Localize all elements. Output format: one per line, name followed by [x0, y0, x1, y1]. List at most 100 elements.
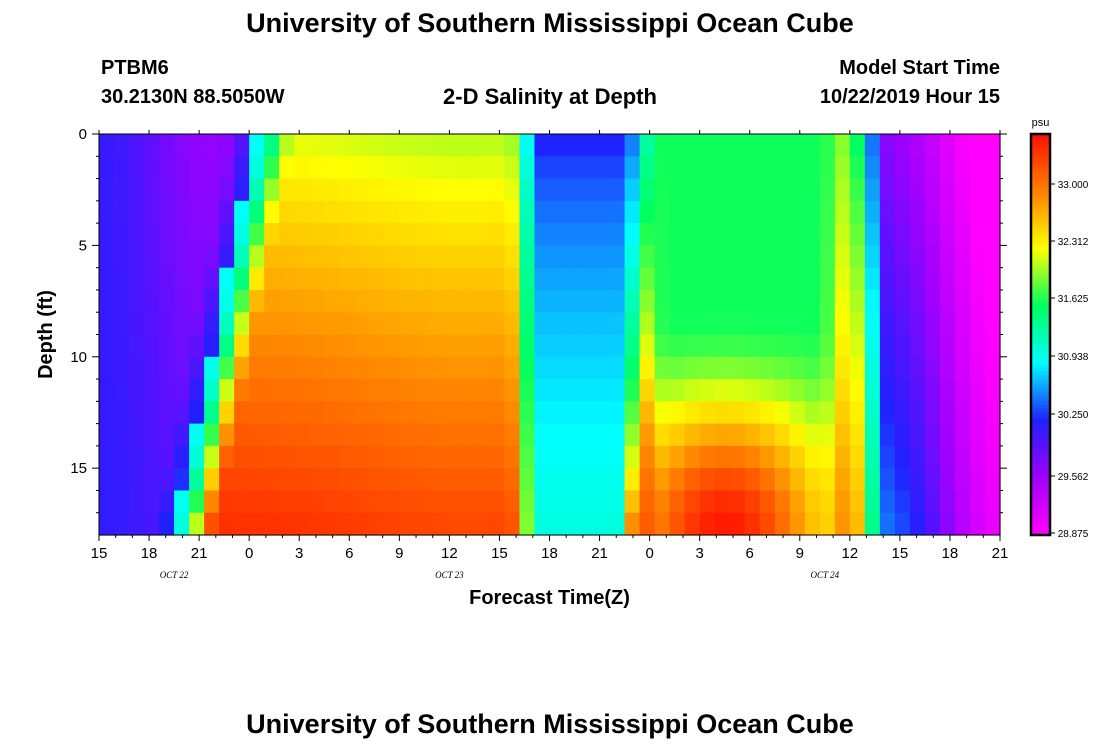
heatmap-cell	[924, 401, 941, 425]
heatmap-cell	[504, 334, 521, 358]
heatmap-cell	[624, 245, 641, 269]
heatmap-cell	[549, 423, 566, 447]
heatmap-cell	[534, 334, 551, 358]
heatmap-cell	[279, 401, 295, 425]
heatmap-cell	[669, 245, 686, 269]
heatmap-cell	[534, 356, 551, 380]
colorbar-segment	[1031, 297, 1050, 302]
heatmap-cell	[759, 223, 776, 246]
heatmap-cell	[219, 334, 235, 358]
heatmap-cell	[489, 267, 506, 291]
heatmap-cell	[279, 223, 295, 246]
heatmap-cell	[789, 223, 806, 246]
heatmap-cell	[144, 178, 160, 202]
colorbar-segment	[1031, 418, 1050, 422]
heatmap-cell	[204, 267, 220, 291]
heatmap-cell	[429, 468, 445, 492]
heatmap-cell	[864, 223, 881, 246]
heatmap-cell	[414, 134, 430, 157]
heatmap-cell	[129, 334, 145, 358]
heatmap-cell	[759, 156, 776, 180]
heatmap-cell	[969, 445, 986, 469]
heatmap-cell	[399, 356, 415, 380]
heatmap-cell	[474, 200, 491, 224]
heatmap-cell	[729, 267, 746, 291]
colorbar-segment	[1031, 347, 1050, 352]
heatmap-cell	[339, 356, 355, 380]
heatmap-cell	[129, 178, 145, 202]
heatmap-cell	[759, 200, 776, 224]
heatmap-cell	[669, 200, 686, 224]
heatmap-cell	[324, 468, 340, 492]
heatmap-cell	[264, 356, 280, 380]
heatmap-cell	[984, 445, 1001, 469]
heatmap-cell	[849, 223, 866, 246]
heatmap-cell	[459, 379, 476, 402]
heatmap-cell	[399, 289, 415, 313]
heatmap-cell	[249, 223, 265, 246]
heatmap-cell	[414, 468, 430, 492]
heatmap-cell	[114, 200, 130, 224]
heatmap-cell	[954, 289, 971, 313]
heatmap-cell	[324, 312, 340, 336]
heatmap-cell	[234, 267, 250, 291]
heatmap-cell	[189, 356, 205, 380]
heatmap-cell	[234, 379, 250, 402]
heatmap-cell	[564, 245, 581, 269]
heatmap-cell	[819, 178, 836, 202]
heatmap-cell	[849, 200, 866, 224]
heatmap-cell	[864, 289, 881, 313]
heatmap-cell	[324, 445, 340, 469]
heatmap-cell	[684, 379, 701, 402]
heatmap-cell	[909, 423, 926, 447]
colorbar-segment	[1031, 458, 1050, 463]
heatmap-cell	[699, 334, 716, 358]
colorbar-segment	[1031, 321, 1050, 326]
colorbar-segment	[1031, 384, 1050, 389]
heatmap-cell	[384, 134, 400, 157]
heatmap-cell	[474, 312, 491, 336]
colorbar-segment	[1031, 524, 1050, 529]
heatmap-cell	[309, 356, 325, 380]
heatmap-cell	[399, 200, 415, 224]
heatmap-cell	[984, 312, 1001, 336]
heatmap-cell	[234, 423, 250, 447]
heatmap-cell	[99, 334, 115, 358]
heatmap-cell	[714, 401, 731, 425]
heatmap-cell	[654, 490, 671, 514]
heatmap-cell	[159, 423, 175, 447]
heatmap-cell	[804, 134, 821, 157]
heatmap-cell	[594, 245, 611, 269]
heatmap-cell	[804, 289, 821, 313]
heatmap-cell	[639, 468, 656, 492]
heatmap-cell	[444, 156, 460, 180]
heatmap-cell	[129, 289, 145, 313]
heatmap-cell	[819, 200, 836, 224]
heatmap-cell	[129, 512, 145, 536]
colorbar-segment	[1031, 374, 1050, 379]
heatmap-cell	[969, 423, 986, 447]
colorbar-segment	[1031, 411, 1050, 416]
heatmap-cell	[654, 423, 671, 447]
heatmap-cell	[429, 356, 445, 380]
heatmap-cell	[789, 289, 806, 313]
heatmap-cell	[219, 379, 235, 402]
heatmap-cell	[489, 490, 506, 514]
heatmap-cell	[159, 156, 175, 180]
heatmap-cell	[579, 312, 596, 336]
heatmap-cell	[219, 312, 235, 336]
heatmap-cell	[99, 200, 115, 224]
heatmap-cell	[219, 512, 235, 536]
y-tick-label: 5	[79, 237, 87, 254]
heatmap-cell	[774, 401, 791, 425]
heatmap-cell	[414, 423, 430, 447]
heatmap-cell	[984, 289, 1001, 313]
heatmap-cell	[744, 423, 761, 447]
colorbar-segment	[1031, 428, 1050, 433]
heatmap-cell	[834, 423, 851, 447]
heatmap-cell	[174, 468, 190, 492]
heatmap-cell	[339, 490, 355, 514]
heatmap-cell	[714, 490, 731, 514]
heatmap-cell	[99, 490, 115, 514]
colorbar-segment	[1031, 341, 1050, 346]
